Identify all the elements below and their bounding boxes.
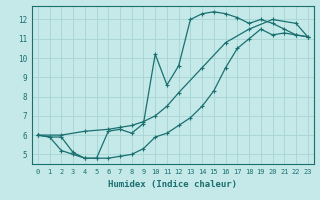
X-axis label: Humidex (Indice chaleur): Humidex (Indice chaleur): [108, 180, 237, 189]
